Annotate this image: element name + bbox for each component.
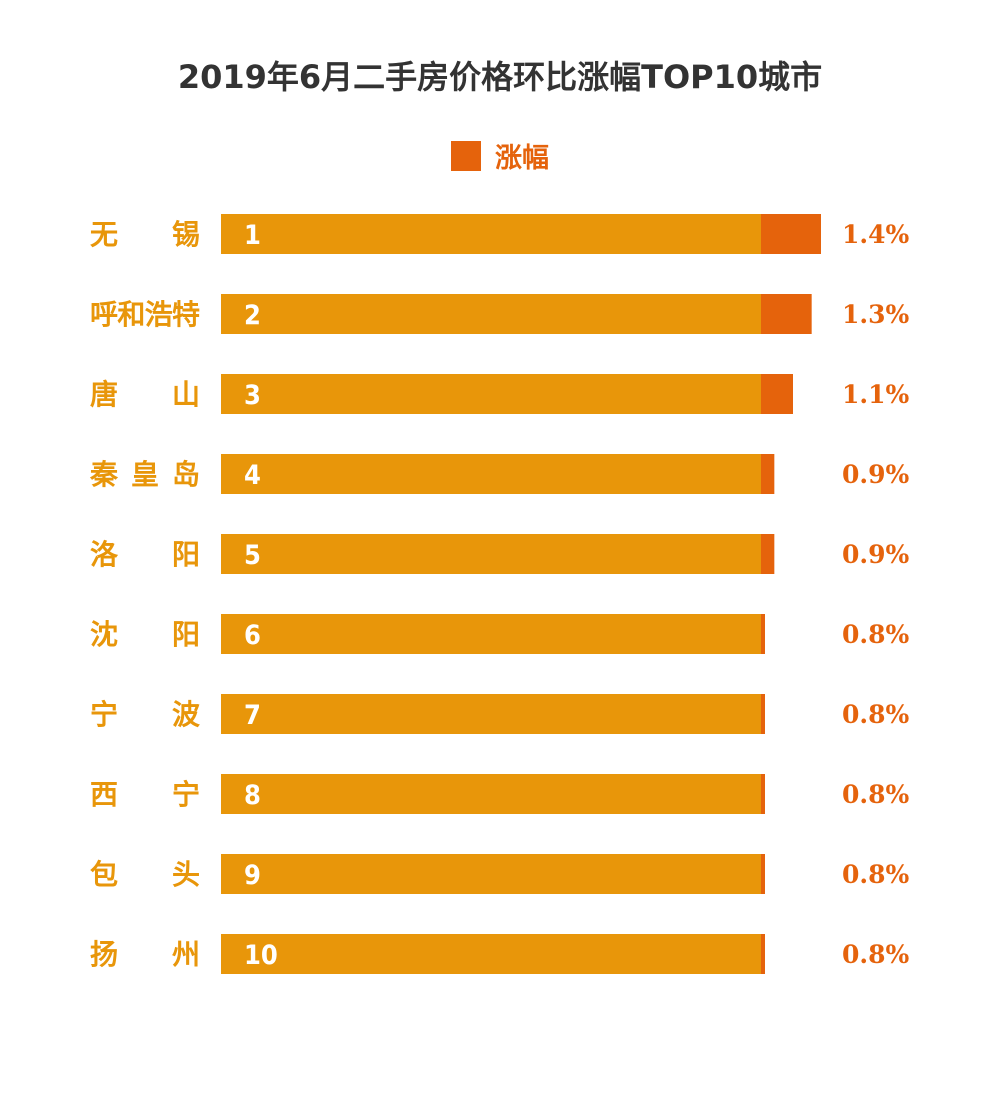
value-label: 1.3% [842, 300, 909, 329]
city-label-char: 无 [90, 218, 118, 251]
value-label: 0.8% [842, 780, 909, 809]
city-label-char: 波 [172, 698, 201, 731]
city-label-char: 浩 [145, 298, 173, 331]
rank-label: 4 [244, 460, 261, 491]
rank-label: 1 [244, 220, 261, 251]
city-label-char: 呼 [90, 298, 118, 331]
bar-base [221, 774, 761, 814]
bar-increase [761, 854, 765, 894]
rank-label: 2 [244, 300, 261, 331]
city-label-char: 沈 [90, 618, 118, 651]
city-label-char: 唐 [90, 378, 118, 411]
value-label: 0.8% [842, 860, 909, 889]
rank-label: 8 [244, 780, 261, 811]
bar-increase [761, 214, 821, 254]
bar-increase [761, 694, 765, 734]
value-label: 0.9% [842, 460, 909, 489]
rank-label: 3 [244, 380, 261, 411]
city-label-char: 头 [172, 858, 200, 891]
city-label-char: 阳 [172, 538, 200, 571]
city-label-char: 锡 [172, 218, 200, 251]
bar-increase [761, 454, 775, 494]
rank-label: 9 [244, 860, 261, 891]
bar-base [221, 214, 761, 254]
bar-base [221, 934, 761, 974]
city-label-char: 州 [172, 938, 200, 971]
city-label-char: 秦 [89, 458, 119, 491]
bar-base [221, 294, 761, 334]
city-label-char: 宁 [172, 778, 200, 811]
value-label: 0.9% [842, 540, 909, 569]
city-label-char: 和 [117, 298, 145, 331]
rank-label: 10 [244, 940, 278, 971]
bar-increase [761, 614, 765, 654]
city-label-char: 西 [90, 778, 118, 811]
city-label-char: 特 [172, 298, 200, 331]
bar-base [221, 614, 761, 654]
value-label: 0.8% [842, 700, 909, 729]
bar-increase [761, 774, 765, 814]
value-label: 0.8% [842, 620, 909, 649]
bar-increase [761, 934, 765, 974]
value-label: 1.1% [842, 380, 909, 409]
city-label-char: 阳 [172, 618, 200, 651]
chart-title: 2019年6月二手房价格环比涨幅TOP10城市 [177, 58, 823, 96]
bar-base [221, 694, 761, 734]
bar-increase [761, 294, 812, 334]
bar-increase [761, 374, 793, 414]
city-label-char: 山 [172, 378, 200, 411]
city-label-char: 扬 [90, 938, 118, 971]
rank-label: 5 [244, 540, 261, 571]
bar-base [221, 374, 761, 414]
legend-swatch [451, 140, 481, 171]
city-label-char: 洛 [90, 538, 119, 571]
rank-label: 6 [244, 620, 261, 651]
bar-base [221, 454, 761, 494]
value-label: 0.8% [842, 940, 909, 969]
rank-label: 7 [244, 700, 261, 731]
city-label-char: 岛 [172, 458, 200, 491]
bar-increase [761, 534, 775, 574]
city-label-char: 宁 [90, 698, 118, 731]
bar-base [221, 534, 761, 574]
value-label: 1.4% [842, 220, 909, 249]
city-label-char: 皇 [131, 458, 159, 491]
city-label-char: 包 [90, 858, 118, 891]
legend-label: 涨幅 [495, 143, 549, 174]
legend: 涨幅 [0, 136, 1000, 175]
bar-base [221, 854, 761, 894]
